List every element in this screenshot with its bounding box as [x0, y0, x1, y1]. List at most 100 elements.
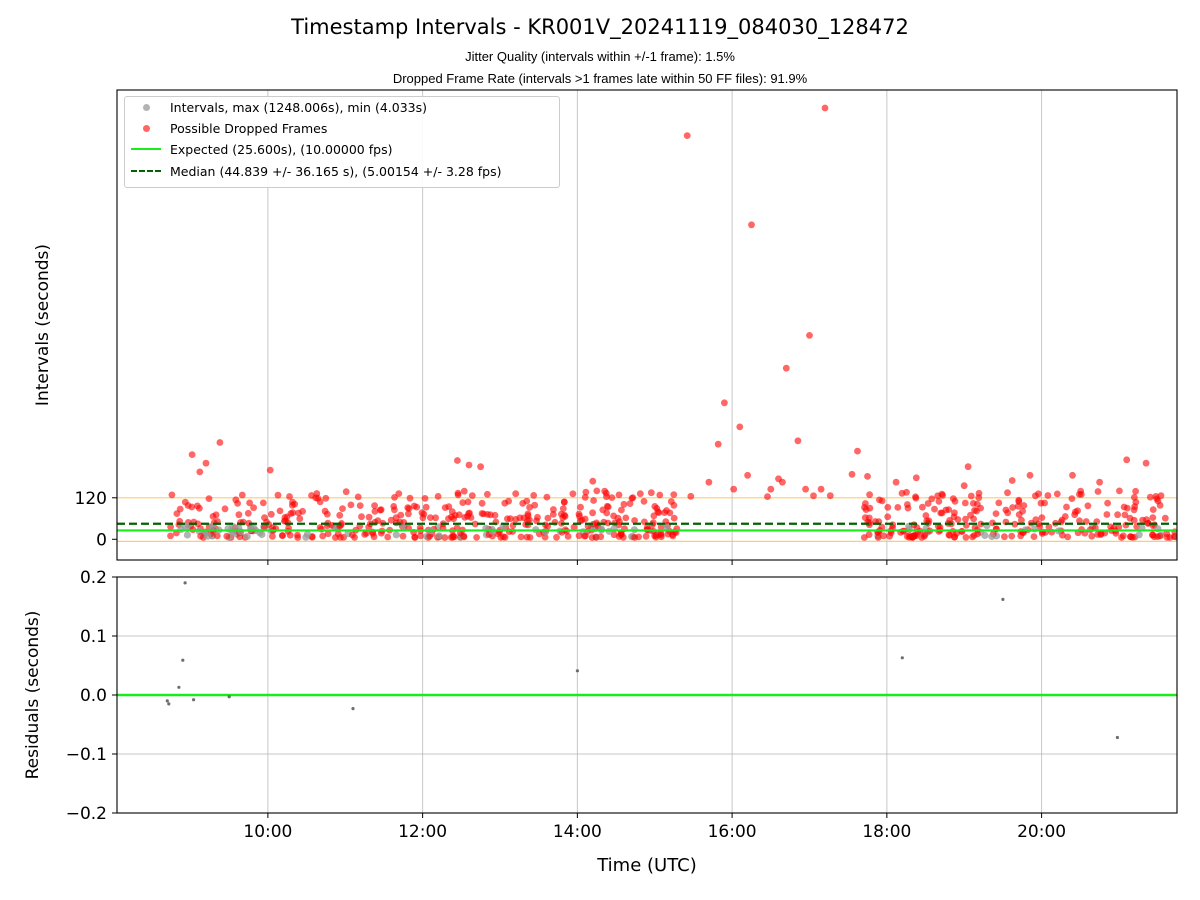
legend-item-expected: Expected (25.600s), (10.00000 fps)	[125, 139, 559, 159]
dropped-frame-point	[640, 498, 648, 505]
dropped-frame-point	[478, 499, 486, 507]
dropped-frame-point	[864, 473, 871, 480]
residual-point	[165, 699, 169, 703]
dropped-frame-point	[939, 491, 946, 499]
dropped-frame-point	[1142, 459, 1150, 467]
dropped-frame-point	[992, 510, 1000, 517]
interval-point	[303, 530, 312, 538]
dropped-frame-point	[260, 523, 268, 531]
dropped-frame-point	[922, 512, 930, 519]
dropped-frame-point	[894, 504, 902, 511]
dropped-frame-point	[1149, 506, 1157, 513]
dropped-frame-point	[653, 505, 661, 512]
dropped-frame-point	[196, 468, 204, 476]
dropped-frame-point	[603, 509, 611, 517]
dropped-frame-point	[464, 498, 472, 506]
dropped-frame-point	[406, 494, 414, 502]
dropped-frame-point	[967, 511, 974, 519]
dropped-frame-point	[714, 440, 722, 448]
dropped-frame-point	[730, 485, 738, 493]
dropped-frame-point	[221, 505, 229, 513]
interval-point	[258, 530, 266, 539]
dropped-frame-point	[622, 514, 630, 522]
dropped-frame-point	[390, 503, 398, 510]
dropped-frame-point	[618, 506, 625, 514]
dropped-frame-point	[422, 503, 430, 511]
dropped-frame-point	[491, 511, 499, 519]
dropped-frame-point	[421, 495, 429, 502]
residuals-y-axis-label: Residuals (seconds)	[23, 611, 43, 780]
dropped-frame-point	[1068, 495, 1076, 502]
dropped-frame-point	[1009, 504, 1016, 511]
dropped-frame-point	[884, 503, 892, 511]
y-tick-label: 120	[75, 489, 107, 509]
dropped-frame-point	[1026, 471, 1034, 479]
dropped-frame-point	[934, 492, 942, 500]
dropped-frame-point	[1143, 516, 1150, 524]
dropped-frame-point	[570, 523, 578, 531]
dropped-frame-point	[683, 132, 691, 140]
dropped-frame-point	[898, 489, 906, 497]
dropped-frame-point	[512, 490, 520, 498]
dropped-frame-point	[342, 488, 350, 496]
dropped-frame-point	[512, 516, 520, 523]
dropped-frame-point	[205, 495, 213, 502]
dropped-frame-point	[246, 499, 254, 507]
intervals-plot-area	[117, 104, 1177, 542]
dropped-frame-point	[417, 532, 424, 540]
dropped-frame-point	[1146, 493, 1154, 501]
y-tick-label: 0	[96, 530, 107, 550]
dropped-frame-point	[468, 492, 476, 499]
dropped-frame-point	[880, 532, 887, 540]
dropped-frame-point	[1008, 477, 1016, 484]
legend-label: Expected (25.600s), (10.00000 fps)	[170, 142, 393, 157]
dropped-frame-point	[748, 221, 755, 229]
dropped-frame-point	[652, 533, 660, 541]
dropped-frame-point	[810, 492, 817, 500]
dropped-frame-point	[477, 463, 484, 471]
dropped-frame-point	[313, 490, 321, 497]
dropped-frame-point	[892, 478, 900, 486]
x-tick-label: 20:00	[1017, 822, 1066, 842]
dropped-frame-point	[878, 497, 886, 505]
dropped-frame-point	[744, 471, 751, 479]
dropped-frame-point	[964, 463, 972, 471]
dropped-frame-point	[356, 502, 364, 509]
x-tick-label: 12:00	[398, 822, 447, 842]
dropped-frame-point	[553, 533, 560, 541]
legend-label: Median (44.839 +/- 36.165 s), (5.00154 +…	[170, 164, 502, 179]
legend: Intervals, max (1248.006s), min (4.033s)…	[124, 96, 560, 188]
dropped-frame-point	[296, 515, 304, 523]
dropped-frame-point	[589, 509, 596, 517]
dropped-frame-point	[1120, 503, 1128, 511]
legend-label: Intervals, max (1248.006s), min (4.033s)	[170, 100, 427, 115]
dropped-frame-point	[1132, 487, 1139, 495]
dropped-frame-point	[826, 492, 834, 500]
dropped-frame-point	[1001, 533, 1008, 541]
dropped-frame-point	[484, 490, 491, 498]
y-tick-label: 0.0	[80, 686, 107, 706]
dropped-frame-point	[924, 500, 932, 507]
dropped-frame-point	[399, 532, 407, 540]
dropped-frame-point	[601, 487, 609, 495]
dropped-frame-point	[347, 501, 355, 509]
dropped-frame-point	[471, 520, 479, 528]
y-tick-label: 0.1	[80, 627, 107, 647]
dropped-frame-point	[961, 499, 969, 507]
dropped-frame-point	[324, 530, 332, 538]
residual-point	[177, 685, 181, 689]
dropped-frame-point	[974, 530, 981, 538]
dropped-frame-point	[1156, 532, 1164, 540]
dropped-frame-point	[434, 493, 442, 500]
dropped-frame-point	[316, 498, 324, 506]
dropped-frame-point	[289, 509, 297, 517]
dropped-frame-point	[450, 533, 458, 541]
dropped-frame-point	[244, 509, 252, 517]
dropped-frame-point	[235, 511, 243, 519]
dropped-frame-point	[608, 494, 616, 501]
residual-point	[167, 702, 171, 706]
dropped-frame-point	[413, 503, 421, 511]
dropped-frame-point	[286, 493, 293, 500]
residual-point	[1001, 597, 1005, 602]
dropped-frame-point	[387, 516, 395, 524]
